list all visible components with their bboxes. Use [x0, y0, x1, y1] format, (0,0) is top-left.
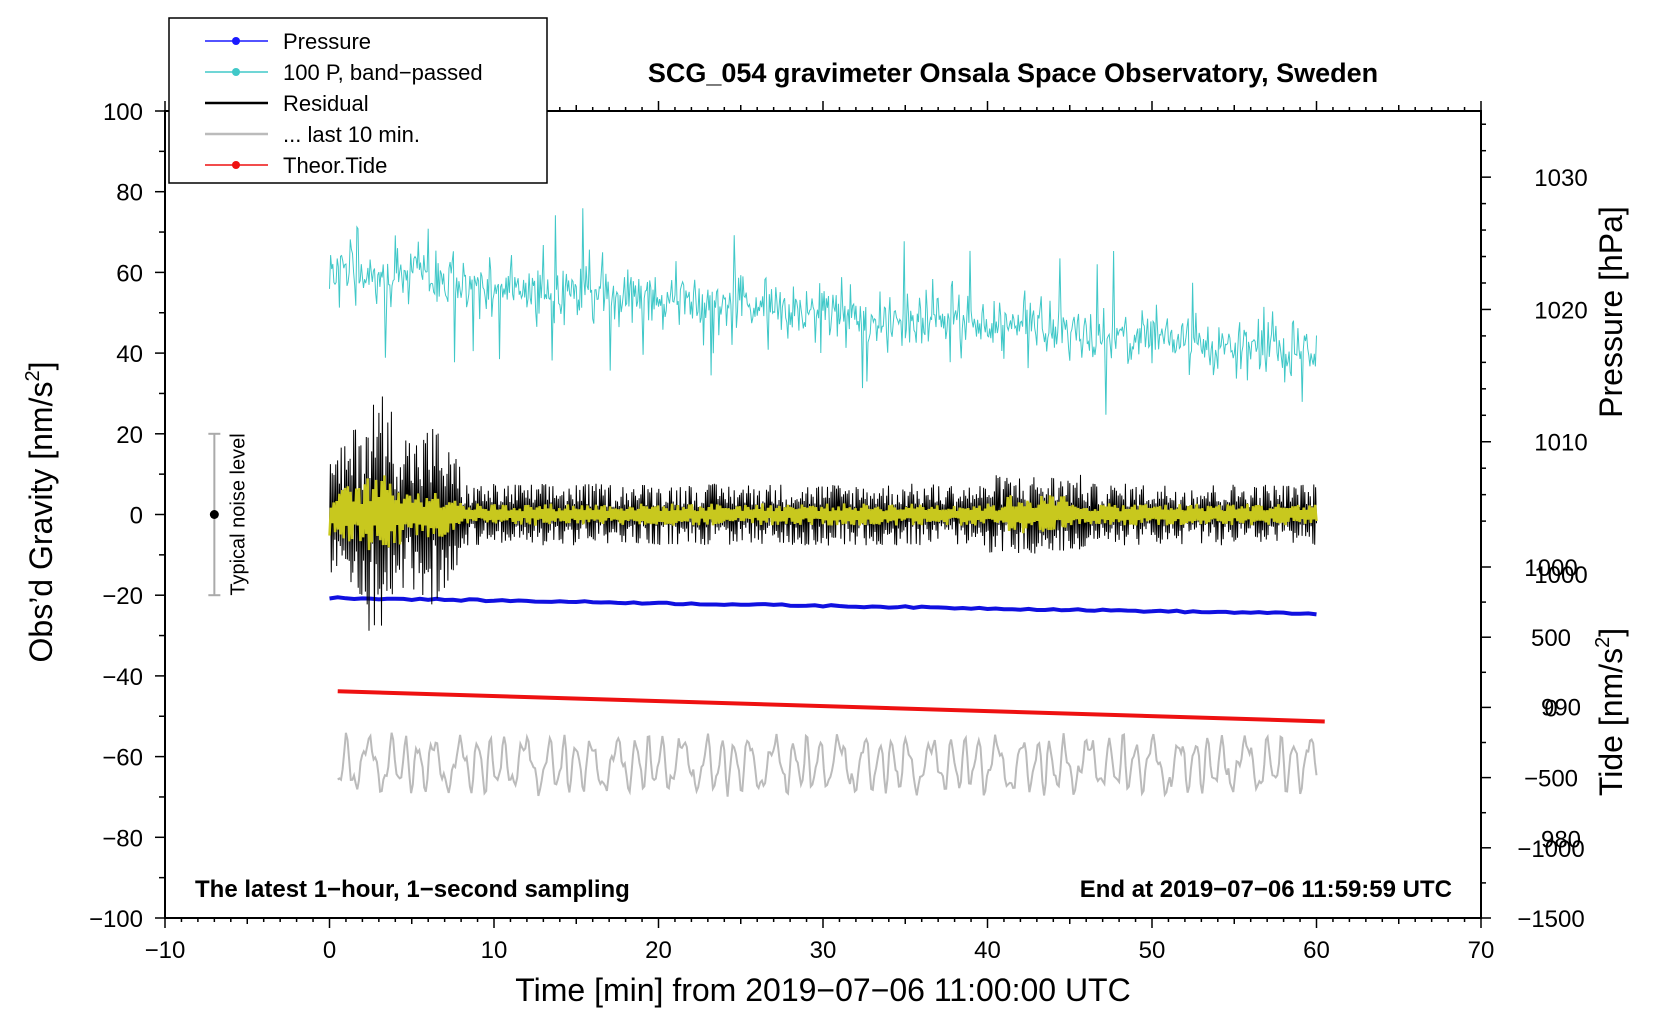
tide-tick-label: −1500	[1517, 906, 1584, 933]
legend-marker	[232, 68, 240, 76]
y-tick-label: 80	[116, 180, 143, 207]
legend-label: Pressure	[283, 29, 371, 54]
y-axis-title: Obs’d Gravity [nm/s2]	[22, 362, 59, 663]
x-tick-label: 70	[1468, 937, 1495, 964]
chart-title: SCG_054 gravimeter Onsala Space Observat…	[648, 58, 1378, 88]
pressure-tick-label: 1000	[1534, 562, 1587, 589]
tide-axis-title-end: ]	[1593, 628, 1629, 637]
series-theor-tide	[337, 689, 1325, 724]
series-pressure	[329, 595, 1317, 617]
series-layer	[328, 208, 1325, 798]
y-tick-label: 100	[103, 99, 143, 126]
pressure-tick-label: 980	[1541, 827, 1581, 854]
noise-center-dot	[209, 510, 219, 519]
legend-box	[168, 17, 548, 184]
y-tick-label: 60	[116, 260, 143, 287]
legend: Pressure 100 P, band−passed Residual ... la…	[168, 17, 548, 184]
legend-label: Theor.Tide	[283, 153, 387, 178]
noise-label: Typical noise level	[227, 433, 249, 595]
pressure-tick-label: 1030	[1534, 165, 1587, 192]
y-tick-label: −20	[102, 583, 143, 610]
y-tick-label: 20	[116, 422, 143, 449]
legend-label: ... last 10 min.	[283, 122, 420, 147]
tide-tick-label: −1000	[1517, 836, 1584, 863]
series-band-passed-pressure	[329, 208, 1317, 415]
y-axis-title-end: ]	[23, 362, 59, 371]
x-tick-label: 40	[974, 937, 1001, 964]
y-tick-label: −100	[89, 906, 143, 933]
series-residual-smoothed	[328, 475, 1318, 551]
series-last-10-min	[337, 732, 1318, 798]
tide-tick-label: −500	[1524, 766, 1578, 793]
pressure-tick-label: 1020	[1534, 297, 1587, 324]
y-axis-title-main: Obs’d Gravity [nm/s	[23, 382, 59, 663]
x-tick-label: 50	[1139, 937, 1166, 964]
x-tick-label: 30	[810, 937, 837, 964]
tide-tick-label: 0	[1544, 695, 1557, 722]
legend-marker	[232, 161, 240, 169]
x-axis-title: Time [min] from 2019−07−06 11:00:00 UTC	[515, 972, 1130, 1008]
y-tick-label: 0	[130, 503, 143, 530]
legend-marker	[232, 37, 240, 45]
pressure-axis-title: Pressure [hPa]	[1593, 206, 1629, 418]
y-tick-label: −40	[102, 664, 143, 691]
tide-tick-label: 1000	[1524, 555, 1577, 582]
x-tick-label: 10	[481, 937, 508, 964]
x-tick-label: 60	[1303, 937, 1330, 964]
x-tick-label: −10	[145, 937, 186, 964]
tide-axis-title-main: Tide [nm/s	[1593, 648, 1629, 796]
pressure-tick-label: 1010	[1534, 430, 1587, 457]
y-axis-title-sup: 2	[22, 370, 44, 381]
x-tick-label: 0	[323, 937, 336, 964]
axes-layer: −10 0 10 20 30 40 50 60 70−100−80−60−40−20020406…	[89, 99, 1588, 964]
y-tick-label: −60	[102, 745, 143, 772]
annotation-left: The latest 1−hour, 1−second sampling	[195, 876, 630, 903]
tide-axis-title-sup: 2	[1592, 637, 1614, 648]
tide-axis-title: Tide [nm/s2]	[1592, 628, 1629, 796]
y-tick-label: 40	[116, 341, 143, 368]
legend-label: Residual	[283, 91, 369, 116]
x-tick-label: 20	[645, 937, 672, 964]
annotation-right: End at 2019−07−06 11:59:59 UTC	[1080, 876, 1452, 903]
noise-level-indicator: Typical noise level	[208, 432, 249, 597]
tide-tick-label: 500	[1531, 625, 1571, 652]
pressure-tick-label: 990	[1541, 694, 1581, 721]
y-tick-label: −80	[102, 825, 143, 852]
legend-label: 100 P, band−passed	[283, 60, 483, 85]
